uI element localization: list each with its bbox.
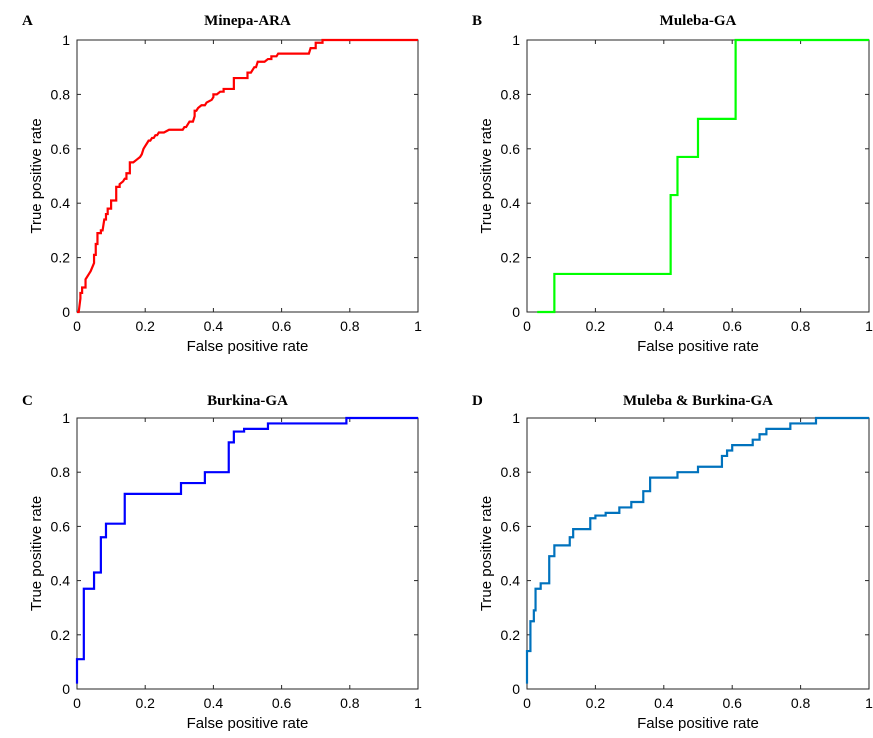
y-tick-label: 1 bbox=[62, 32, 70, 48]
x-tick-label: 0.2 bbox=[135, 695, 155, 711]
roc-curve bbox=[525, 416, 869, 684]
y-tick-label: 1 bbox=[512, 410, 520, 426]
roc-curve bbox=[75, 416, 418, 684]
x-axis-label: False positive rate bbox=[637, 715, 759, 732]
panel-letter: D bbox=[472, 393, 483, 409]
x-tick-label: 0.2 bbox=[135, 318, 155, 334]
y-tick-label: 0.2 bbox=[51, 627, 71, 643]
y-tick-label: 0 bbox=[512, 304, 520, 320]
y-tick-label: 0.4 bbox=[501, 195, 521, 211]
axes-box bbox=[526, 417, 870, 690]
panel-b: B Muleba-GA 0 0.2 0.4 0.6 0.8 1 0 0.2 0.4 0.6 0.8 1 Fa… bbox=[472, 13, 873, 355]
x-tick-label: 0.8 bbox=[791, 318, 811, 334]
x-tick-label: 1 bbox=[414, 695, 422, 711]
x-tick-label: 0 bbox=[73, 318, 81, 334]
axes-box bbox=[526, 39, 870, 313]
x-tick-label: 0.4 bbox=[654, 318, 674, 334]
y-tick-label: 0.8 bbox=[501, 86, 521, 102]
y-tick-label: 0.6 bbox=[501, 518, 521, 534]
panel-c: C Burkina-GA 0 0.2 0.4 0.6 0.8 1 0 0.2 0.4 0.6 0.8 1 F… bbox=[22, 393, 422, 732]
panel-letter: B bbox=[472, 13, 482, 29]
x-tick-label: 0.8 bbox=[340, 318, 360, 334]
x-tick-label: 0.2 bbox=[586, 318, 606, 334]
y-tick-label: 0.2 bbox=[501, 627, 521, 643]
chart-title: Muleba & Burkina-GA bbox=[623, 393, 773, 409]
panel-a: A Minepa-ARA 0 0.2 0.4 0.6 0.8 1 0 0.2 0.4 0.6 0.8 1 F… bbox=[22, 13, 422, 355]
y-tick-label: 0.4 bbox=[51, 573, 71, 589]
x-tick-label: 0 bbox=[523, 318, 531, 334]
y-tick-label: 0.2 bbox=[51, 250, 71, 266]
x-tick-label: 0.6 bbox=[272, 318, 292, 334]
y-tick-label: 0.8 bbox=[51, 86, 71, 102]
y-tick-label: 1 bbox=[62, 410, 70, 426]
panel-letter: A bbox=[22, 13, 33, 29]
y-tick-label: 0.8 bbox=[51, 464, 71, 480]
y-axis-label: True positive rate bbox=[28, 118, 45, 233]
y-tick-label: 0 bbox=[62, 304, 70, 320]
chart-title: Muleba-GA bbox=[660, 13, 737, 29]
x-tick-label: 0 bbox=[523, 695, 531, 711]
x-tick-label: 0.6 bbox=[722, 318, 742, 334]
x-tick-label: 0.8 bbox=[791, 695, 811, 711]
chart-title: Burkina-GA bbox=[207, 393, 288, 409]
y-axis-label: True positive rate bbox=[28, 496, 45, 611]
x-tick-label: 0.4 bbox=[654, 695, 674, 711]
x-tick-label: 0.4 bbox=[204, 695, 224, 711]
y-tick-label: 1 bbox=[512, 32, 520, 48]
x-tick-label: 0.6 bbox=[272, 695, 292, 711]
y-axis-label: True positive rate bbox=[478, 496, 495, 611]
x-tick-label: 0.2 bbox=[586, 695, 606, 711]
x-tick-label: 1 bbox=[865, 318, 873, 334]
roc-curve bbox=[537, 38, 869, 314]
panel-letter: C bbox=[22, 393, 33, 409]
x-tick-label: 1 bbox=[865, 695, 873, 711]
y-tick-label: 0 bbox=[512, 681, 520, 697]
axes-box bbox=[76, 39, 419, 313]
x-tick-label: 0.4 bbox=[204, 318, 224, 334]
x-axis-label: False positive rate bbox=[637, 338, 759, 355]
y-tick-label: 0.6 bbox=[51, 518, 71, 534]
x-axis-label: False positive rate bbox=[187, 715, 309, 732]
x-tick-label: 1 bbox=[414, 318, 422, 334]
x-axis-label: False positive rate bbox=[187, 338, 309, 355]
x-tick-label: 0.8 bbox=[340, 695, 360, 711]
chart-title: Minepa-ARA bbox=[204, 13, 291, 29]
x-tick-label: 0 bbox=[73, 695, 81, 711]
y-tick-label: 0.4 bbox=[51, 195, 71, 211]
axes-box bbox=[76, 417, 419, 690]
y-tick-label: 0.6 bbox=[501, 141, 521, 157]
x-tick-label: 0.6 bbox=[722, 695, 742, 711]
y-tick-label: 0.6 bbox=[51, 141, 71, 157]
y-tick-label: 0 bbox=[62, 681, 70, 697]
y-tick-label: 0.8 bbox=[501, 464, 521, 480]
roc-curve bbox=[77, 38, 418, 314]
y-axis-label: True positive rate bbox=[478, 118, 495, 233]
y-tick-label: 0.2 bbox=[501, 250, 521, 266]
panel-d: D Muleba & Burkina-GA 0 0.2 0.4 0.6 0.8 1 0 0.2 0.… bbox=[472, 393, 873, 732]
y-tick-label: 0.4 bbox=[501, 573, 521, 589]
